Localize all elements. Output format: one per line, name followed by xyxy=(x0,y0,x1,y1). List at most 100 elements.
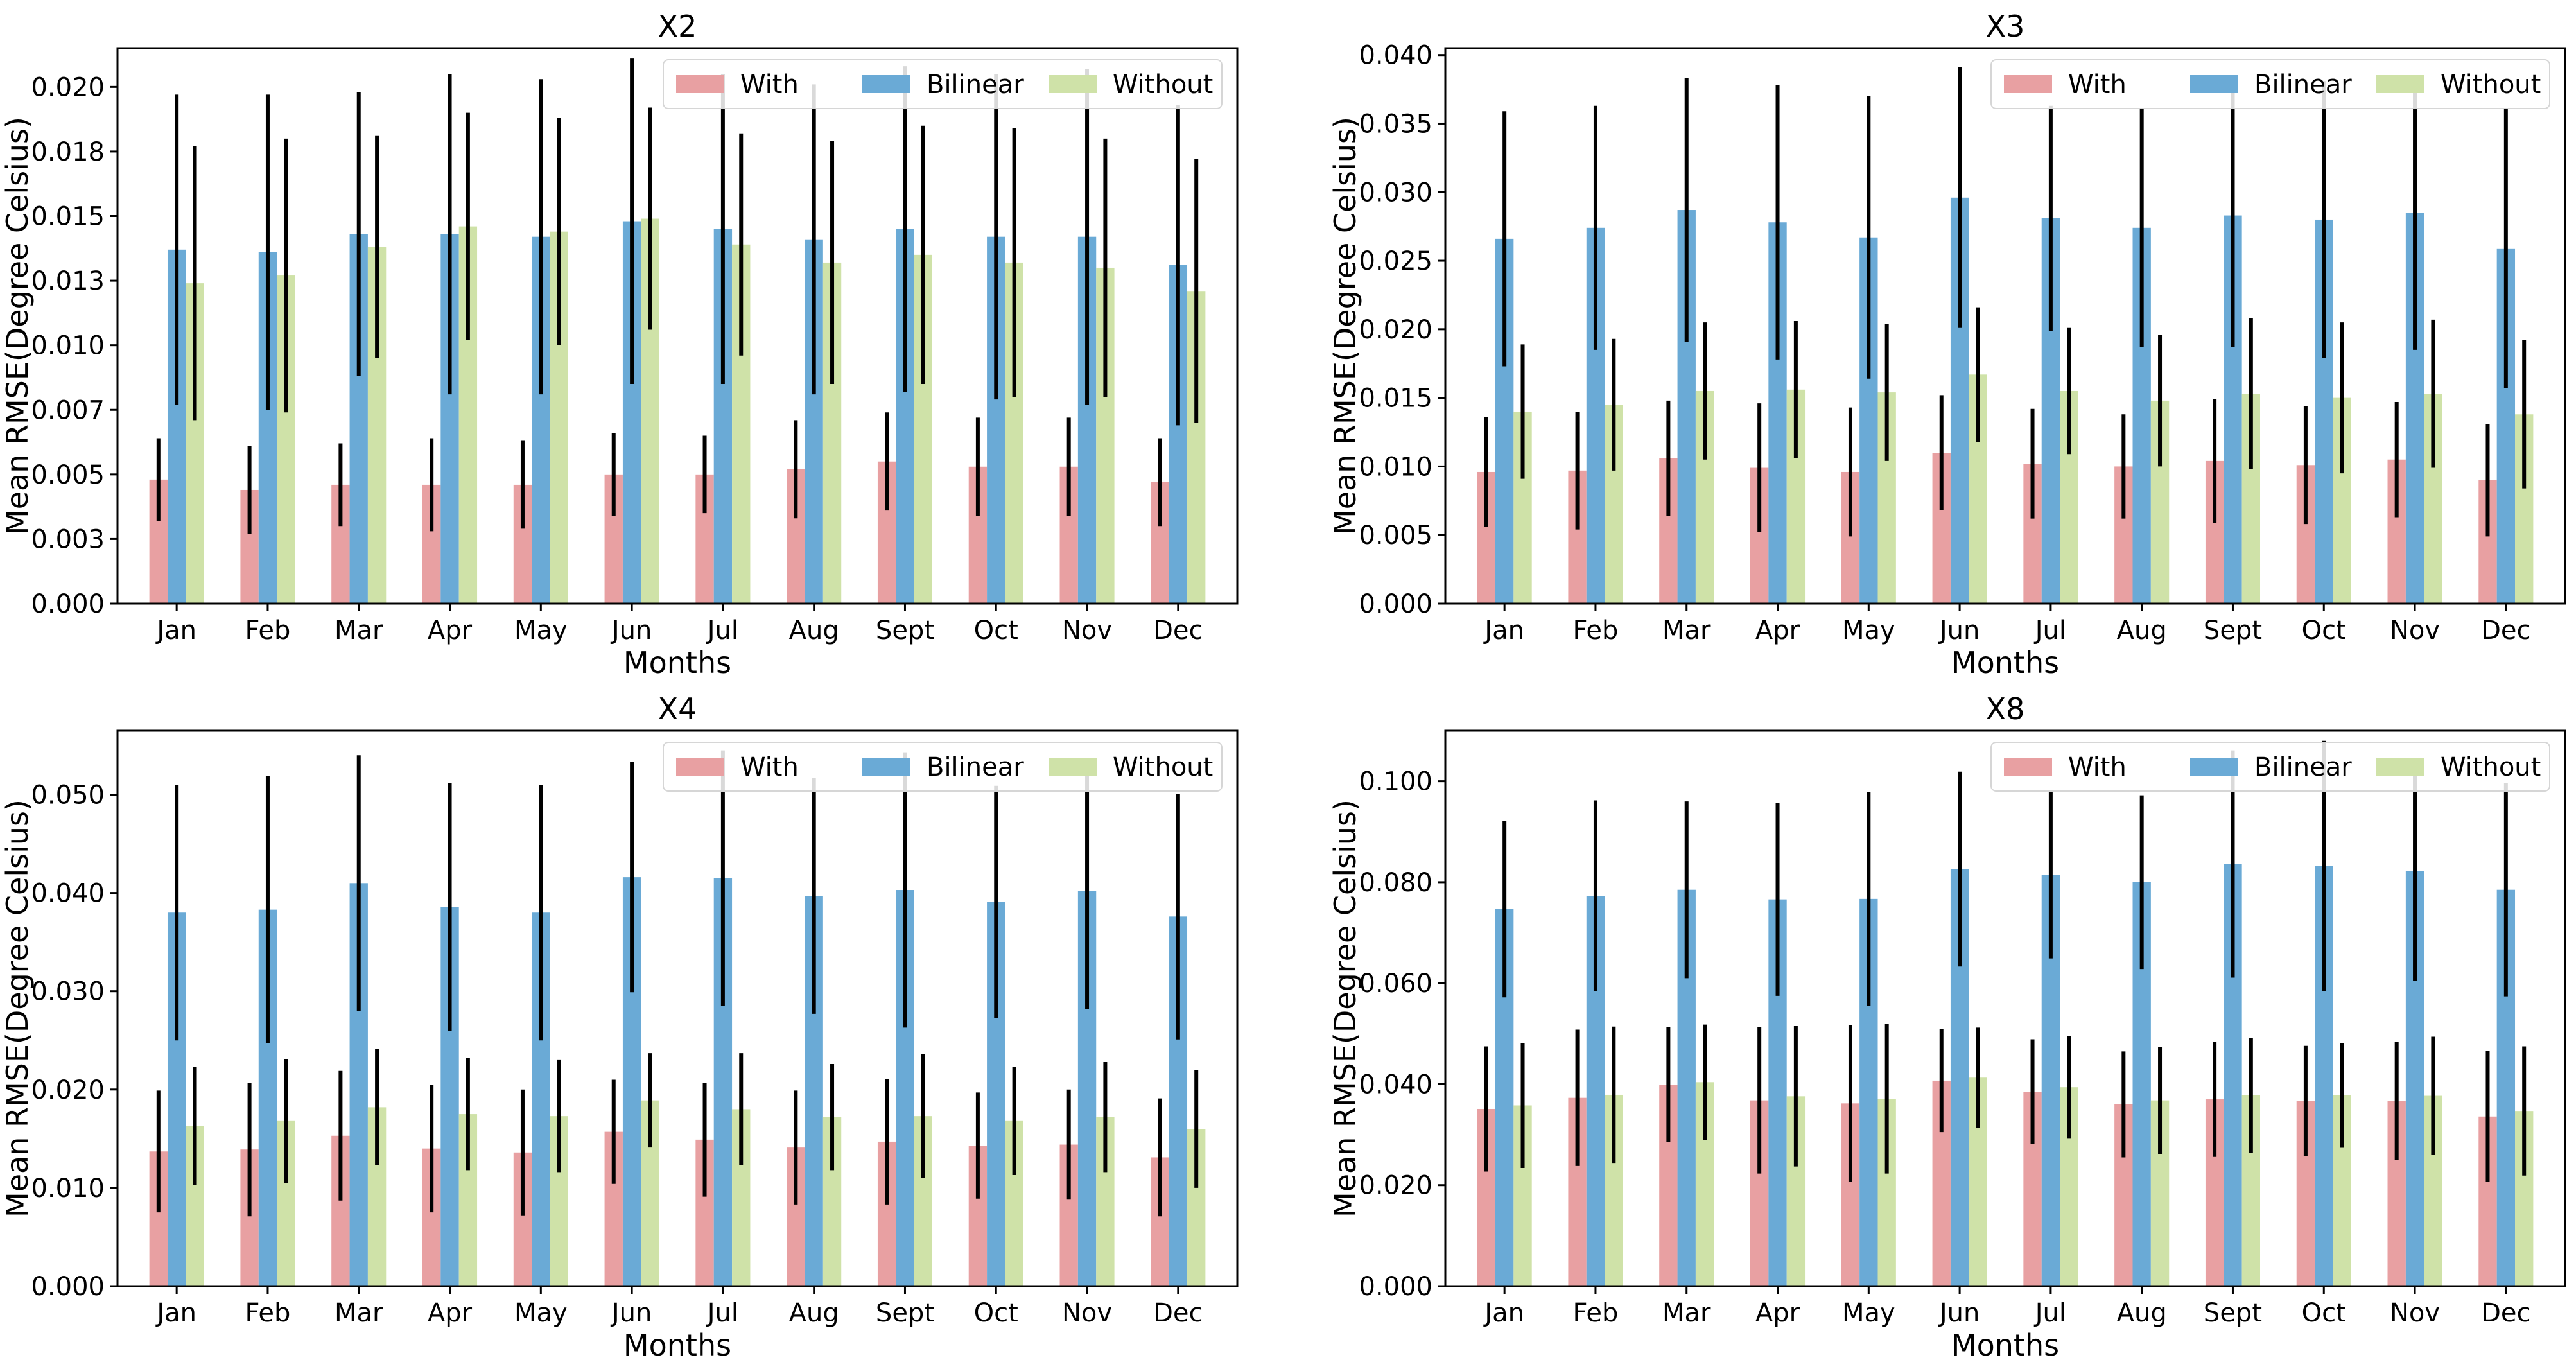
legend-swatch-with xyxy=(2004,75,2052,93)
panel-title: X4 xyxy=(658,692,697,726)
y-tick-label: 0.010 xyxy=(1359,452,1432,482)
legend-swatch-bilinear xyxy=(2190,75,2238,93)
legend-swatch-without xyxy=(2376,75,2424,93)
x-tick-label: Feb xyxy=(245,1298,291,1328)
x-axis-label: Months xyxy=(623,1328,731,1363)
legend-swatch-without xyxy=(2376,758,2424,776)
series-bilinear xyxy=(1495,864,2516,1286)
legend-label-bilinear: Bilinear xyxy=(927,70,1024,100)
series-bilinear xyxy=(167,877,1188,1286)
x-tick-label: Dec xyxy=(1153,1298,1203,1328)
y-tick-label: 0.010 xyxy=(31,1174,105,1203)
x-tick-label: Dec xyxy=(1153,616,1203,645)
y-tick-label: 0.035 xyxy=(1359,109,1432,139)
chart-panel-x2: 0.000 0.003 0.005 0.007 0.010 0.013 0.015 0.018… xyxy=(0,9,1239,680)
x-tick-label: Dec xyxy=(2481,616,2530,645)
x-tick-label: May xyxy=(1842,1298,1895,1328)
plot-frame xyxy=(1444,729,2566,1287)
legend-label-without: Without xyxy=(1113,753,1213,782)
x-axis-label: Months xyxy=(623,645,731,680)
y-tick-label: 0.060 xyxy=(1359,969,1432,998)
x-tick-label: Apr xyxy=(1755,616,1800,645)
legend-label-bilinear: Bilinear xyxy=(2254,753,2352,782)
x-tick-label: Jan xyxy=(1483,1298,1524,1328)
y-tick-label: 0.003 xyxy=(31,525,105,554)
x-tick-label: Mar xyxy=(1662,1298,1711,1328)
legend-box xyxy=(663,59,1223,109)
y-axis-label: Mean RMSE(Degree Celsius) xyxy=(1328,799,1362,1217)
y-tick-label: 0.018 xyxy=(31,137,105,167)
x-tick-label: Mar xyxy=(1662,616,1711,645)
legend-swatch-with xyxy=(2004,758,2052,776)
plot-frame xyxy=(116,47,1239,605)
x-tick-label: Aug xyxy=(2117,1298,2167,1328)
x-tick-label: May xyxy=(1842,616,1895,645)
legend-label-without: Without xyxy=(2441,753,2541,782)
legend-swatch-without xyxy=(1049,758,1097,776)
series-without xyxy=(1513,374,2534,604)
legend-label-without: Without xyxy=(2441,70,2541,100)
x-tick-label: Jul xyxy=(2033,616,2066,645)
plot-frame xyxy=(1444,47,2566,605)
y-axis-label: Mean RMSE(Degree Celsius) xyxy=(0,799,35,1217)
legend: With Bilinear Without xyxy=(1990,742,2550,792)
x-tick-label: Mar xyxy=(335,1298,383,1328)
x-tick-label: Sept xyxy=(2204,616,2262,645)
x-tick-label: Apr xyxy=(428,1298,473,1328)
x-tick-label: Feb xyxy=(245,616,291,645)
x-tick-label: Oct xyxy=(974,1298,1018,1328)
x-tick-label: Dec xyxy=(2481,1298,2530,1328)
y-axis-label: Mean RMSE(Degree Celsius) xyxy=(0,117,35,535)
legend-swatch-without xyxy=(1049,75,1097,93)
x-tick-label: Jan xyxy=(155,1298,196,1328)
x-tick-label: Sept xyxy=(876,616,934,645)
y-tick-label: 0.000 xyxy=(31,589,105,619)
y-tick-label: 0.010 xyxy=(31,331,105,361)
y-tick-label: 0.050 xyxy=(31,781,105,810)
x-tick-label: Nov xyxy=(2390,616,2440,645)
series-without xyxy=(186,1100,1206,1286)
chart-panel-x4: 0.000 0.010 0.020 0.030 0.040 0.050 Jan Feb Mar A… xyxy=(0,692,1239,1363)
x-tick-label: Jun xyxy=(610,616,652,645)
x-tick-label: Apr xyxy=(428,616,473,645)
x-tick-label: Jun xyxy=(610,1298,652,1328)
legend: With Bilinear Without xyxy=(1990,59,2550,109)
panel-title: X8 xyxy=(1986,692,2025,726)
x-axis-label: Months xyxy=(1951,1328,2059,1363)
x-tick-label: Sept xyxy=(876,1298,934,1328)
x-tick-label: Jun xyxy=(1938,1298,1980,1328)
legend-swatch-bilinear xyxy=(862,75,910,93)
legend-label-with: With xyxy=(2068,753,2127,782)
x-tick-label: Mar xyxy=(335,616,383,645)
x-tick-label: Oct xyxy=(974,616,1018,645)
y-axis-label: Mean RMSE(Degree Celsius) xyxy=(1328,117,1362,535)
legend-label-with: With xyxy=(740,753,799,782)
chart-panel-x8: 0.000 0.020 0.040 0.060 0.080 0.100 Jan Feb Mar A… xyxy=(1328,692,2566,1363)
y-tick-label: 0.000 xyxy=(31,1272,105,1302)
x-tick-label: Oct xyxy=(2302,1298,2346,1328)
x-tick-label: Jun xyxy=(1938,616,1980,645)
x-tick-label: May xyxy=(514,1298,568,1328)
y-tick-label: 0.030 xyxy=(1359,178,1432,207)
y-tick-label: 0.040 xyxy=(31,879,105,909)
y-tick-label: 0.000 xyxy=(1359,1272,1432,1302)
chart-panel-x3: 0.000 0.005 0.010 0.015 0.020 0.025 0.030 0.035… xyxy=(1328,9,2566,680)
y-tick-label: 0.013 xyxy=(31,266,105,296)
legend: With Bilinear Without xyxy=(663,59,1223,109)
legend-box xyxy=(1990,59,2550,109)
legend-label-bilinear: Bilinear xyxy=(2254,70,2352,100)
x-tick-label: Apr xyxy=(1755,1298,1800,1328)
y-tick-label: 0.005 xyxy=(31,460,105,490)
x-tick-label: Jul xyxy=(706,616,738,645)
legend-box xyxy=(1990,742,2550,792)
y-tick-label: 0.030 xyxy=(31,977,105,1007)
legend-label-bilinear: Bilinear xyxy=(927,753,1024,782)
y-tick-label: 0.020 xyxy=(1359,1171,1432,1201)
x-tick-label: Feb xyxy=(1573,1298,1619,1328)
series-bilinear xyxy=(167,221,1188,604)
legend-swatch-bilinear xyxy=(2190,758,2238,776)
x-tick-label: Jul xyxy=(2033,1298,2066,1328)
x-tick-label: May xyxy=(514,616,568,645)
legend-box xyxy=(663,742,1223,792)
legend-swatch-bilinear xyxy=(862,758,910,776)
